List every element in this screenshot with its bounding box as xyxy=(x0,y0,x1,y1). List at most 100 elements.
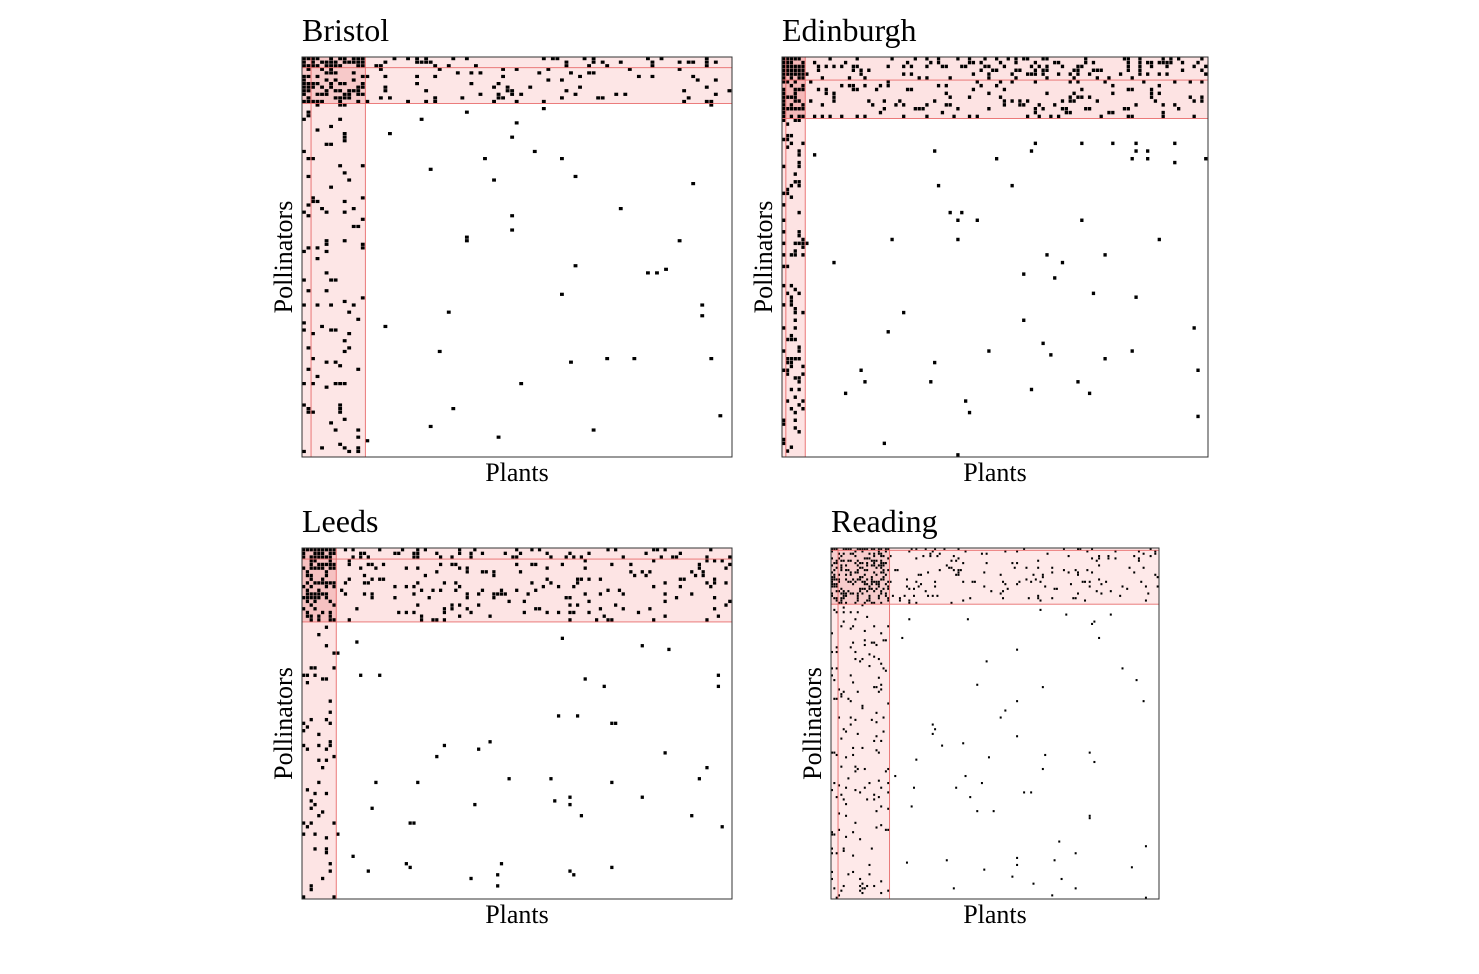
interaction-cell xyxy=(329,85,334,89)
interaction-cell xyxy=(793,118,797,122)
interaction-cell xyxy=(541,99,546,104)
interaction-cell xyxy=(983,57,987,61)
interaction-cell xyxy=(1084,599,1087,602)
interaction-cell xyxy=(712,607,717,611)
interaction-cell xyxy=(587,577,591,581)
interaction-cell xyxy=(342,103,347,107)
interaction-cell xyxy=(1064,110,1068,115)
interaction-cell xyxy=(880,566,883,569)
interaction-cell xyxy=(478,71,483,75)
interaction-cell xyxy=(1064,107,1068,111)
interaction-cell xyxy=(343,548,348,552)
interaction-cell xyxy=(1023,548,1026,551)
interaction-cell xyxy=(659,57,664,61)
interaction-cell xyxy=(518,551,523,556)
interaction-cell xyxy=(518,570,523,574)
interaction-cell xyxy=(313,607,317,611)
interaction-cell xyxy=(789,133,794,138)
interaction-cell xyxy=(553,799,557,803)
interaction-cell xyxy=(866,569,869,572)
interaction-cell xyxy=(856,732,859,735)
interaction-cell xyxy=(652,584,656,589)
interaction-cell xyxy=(854,718,857,721)
interaction-cell xyxy=(887,828,890,831)
interaction-cell xyxy=(1002,87,1007,92)
interaction-cell xyxy=(1077,548,1079,551)
interaction-cell xyxy=(720,559,724,563)
interaction-cell xyxy=(1087,391,1092,396)
interaction-cell xyxy=(1144,585,1147,588)
interaction-cell xyxy=(1045,253,1049,257)
interaction-cell xyxy=(782,253,786,257)
interaction-cell xyxy=(854,789,857,792)
interaction-cell xyxy=(887,580,890,583)
interaction-cell xyxy=(875,643,878,647)
interaction-cell xyxy=(785,122,790,126)
interaction-cell xyxy=(302,278,306,282)
interaction-cell xyxy=(360,64,365,68)
interaction-cell xyxy=(1153,99,1158,103)
interaction-cell xyxy=(859,576,862,579)
interaction-cell xyxy=(416,603,420,607)
interaction-cell xyxy=(1119,594,1122,597)
interaction-cell xyxy=(852,831,855,834)
interaction-cell xyxy=(976,810,979,813)
interaction-cell xyxy=(909,64,914,69)
interaction-cell xyxy=(587,599,591,604)
interaction-cell xyxy=(884,550,887,553)
interaction-cell xyxy=(990,590,993,593)
interaction-cell xyxy=(351,57,356,61)
interaction-cell xyxy=(831,592,833,595)
interaction-cell xyxy=(944,103,948,107)
interaction-cell xyxy=(1156,576,1159,579)
interaction-cell xyxy=(305,788,310,792)
interaction-cell xyxy=(324,644,329,648)
interaction-cell xyxy=(302,57,306,61)
interaction-cell xyxy=(797,99,801,103)
interaction-cell xyxy=(408,865,412,870)
interaction-cell xyxy=(678,551,682,556)
interaction-cell xyxy=(324,360,329,364)
interaction-cell xyxy=(311,382,315,386)
interaction-cell xyxy=(884,562,887,565)
interaction-cell xyxy=(360,85,365,89)
interaction-cell xyxy=(564,596,568,600)
interaction-cell xyxy=(887,557,890,560)
interaction-cell xyxy=(315,99,320,104)
interaction-cell xyxy=(987,72,991,76)
interaction-cell xyxy=(1087,72,1092,76)
interaction-cell xyxy=(412,821,416,825)
interaction-cell xyxy=(882,576,885,579)
interaction-cell xyxy=(321,677,325,681)
interaction-cell xyxy=(393,584,397,589)
interaction-cell xyxy=(880,562,883,565)
interaction-cell xyxy=(614,92,619,96)
interaction-cell xyxy=(873,739,876,742)
interaction-cell xyxy=(933,360,937,365)
interaction-cell xyxy=(1138,72,1142,76)
interaction-cell xyxy=(591,57,596,61)
interaction-cell xyxy=(1173,141,1177,146)
interaction-cell xyxy=(302,210,306,214)
interaction-cell xyxy=(856,767,859,771)
interaction-cell xyxy=(360,217,365,221)
interaction-cell xyxy=(435,551,439,556)
interaction-cell xyxy=(789,107,794,111)
interaction-cell xyxy=(852,854,855,857)
interaction-cell xyxy=(324,385,329,389)
interaction-cell xyxy=(849,552,852,555)
interaction-cell xyxy=(1039,580,1042,583)
interaction-cell xyxy=(855,64,859,69)
interaction-cell xyxy=(1029,387,1034,392)
interaction-cell xyxy=(621,555,625,559)
interaction-cell xyxy=(305,570,310,574)
interaction-cell xyxy=(882,578,885,581)
interaction-cell xyxy=(845,592,848,595)
interaction-cell xyxy=(925,103,929,107)
interaction-cell xyxy=(1041,686,1044,689)
interaction-cell xyxy=(1084,57,1088,61)
interaction-cell xyxy=(1111,91,1115,96)
interaction-cell xyxy=(793,87,797,92)
interaction-cell xyxy=(845,730,848,733)
interaction-cell xyxy=(782,437,786,442)
